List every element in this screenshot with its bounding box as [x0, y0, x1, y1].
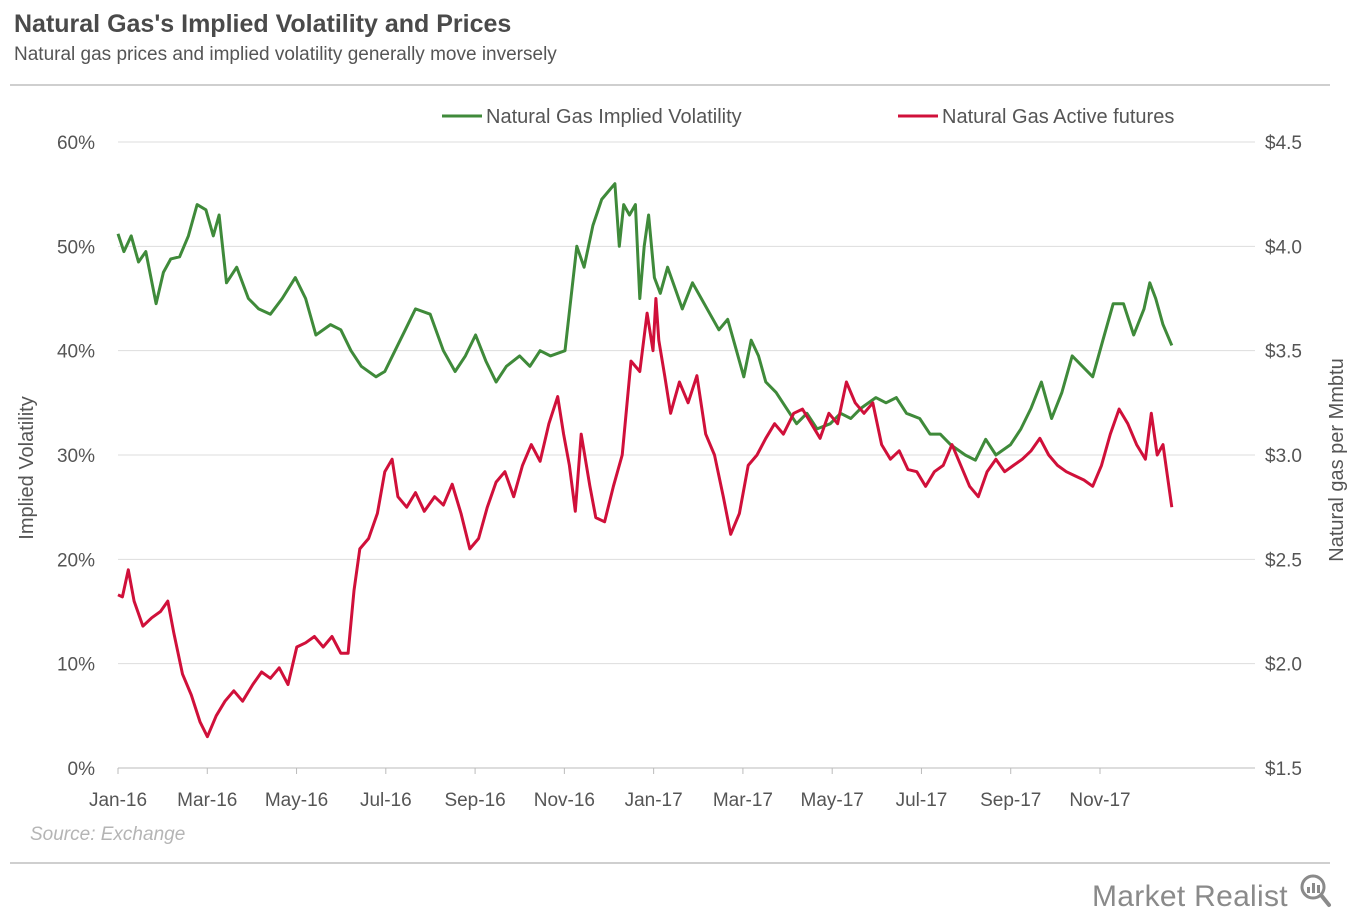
x-tick-label: May-16	[265, 790, 328, 811]
x-tick-label: Sep-17	[980, 790, 1041, 811]
x-tick-label: Nov-16	[534, 790, 595, 811]
x-tick-label: Sep-16	[444, 790, 505, 811]
x-tick-label: Jan-16	[89, 790, 147, 811]
x-axis-ticks: Jan-16 Mar-16 May-16 Jul-16 Sep-16 Nov-16 Jan-…	[89, 768, 1131, 811]
chart-title: Natural Gas's Implied Volatility and Pri…	[14, 10, 512, 38]
x-tick-label: May-17	[801, 790, 864, 811]
chart-subtitle: Natural gas prices and implied volatilit…	[14, 44, 557, 65]
legend-label: Natural Gas Implied Volatility	[486, 106, 742, 128]
left-tick-label: 60%	[57, 133, 95, 154]
right-tick-label: $4.0	[1265, 237, 1302, 258]
left-tick-label: 40%	[57, 342, 95, 363]
left-tick-label: 20%	[57, 550, 95, 571]
volatility-line	[116, 182, 1174, 462]
right-tick-label: $2.5	[1265, 550, 1302, 571]
right-axis-ticks: $1.5 $2.0 $2.5 $3.0 $3.5 $4.0 $4.5	[1265, 133, 1302, 780]
futures-line	[117, 297, 1174, 739]
legend-label: Natural Gas Active futures	[942, 106, 1174, 128]
left-tick-label: 30%	[57, 446, 95, 467]
left-tick-label: 50%	[57, 237, 95, 258]
bottom-divider	[10, 862, 1330, 864]
x-tick-label: Jan-17	[625, 790, 683, 811]
series-lines	[116, 182, 1174, 739]
right-axis-label: Natural gas per Mmbtu	[1326, 358, 1348, 561]
left-tick-label: 10%	[57, 655, 95, 676]
right-tick-label: $3.5	[1265, 342, 1302, 363]
left-axis-ticks: 0% 10% 20% 30% 40% 50% 60%	[57, 133, 95, 780]
source-note: Source: Exchange	[30, 824, 186, 845]
left-axis-label: Implied Volatility	[16, 396, 38, 539]
right-tick-label: $2.0	[1265, 655, 1302, 676]
magnifier-icon	[1300, 874, 1331, 907]
x-tick-label: Mar-17	[713, 790, 773, 811]
legend: Natural Gas Implied Volatility Natural Ga…	[442, 106, 1174, 128]
right-tick-label: $1.5	[1265, 759, 1302, 780]
right-tick-label: $4.5	[1265, 133, 1302, 154]
right-tick-label: $3.0	[1265, 446, 1302, 467]
x-tick-label: Jul-17	[896, 790, 948, 811]
gridlines	[118, 141, 1255, 769]
x-tick-label: Jul-16	[360, 790, 412, 811]
x-tick-label: Mar-16	[177, 790, 237, 811]
left-tick-label: 0%	[68, 759, 96, 780]
top-divider	[10, 84, 1330, 86]
brand-logo-text: Market Realist	[1092, 880, 1288, 913]
x-tick-label: Nov-17	[1069, 790, 1130, 811]
